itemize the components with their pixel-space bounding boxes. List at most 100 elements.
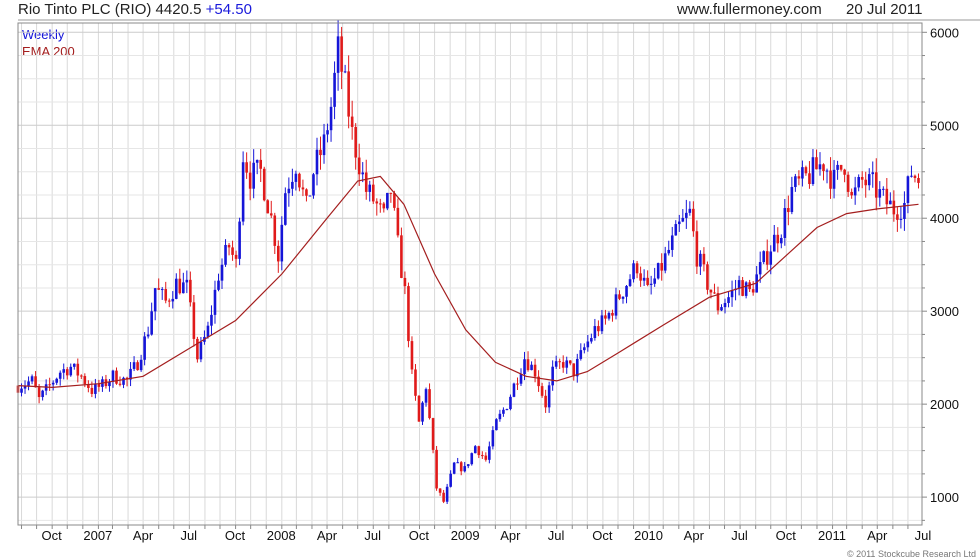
candle-body: [575, 358, 579, 377]
candle-body: [547, 385, 551, 408]
candle-body: [653, 278, 656, 284]
candle-body: [37, 387, 41, 398]
candle-body: [702, 253, 706, 265]
candle-body: [34, 376, 37, 388]
candle-body: [910, 175, 913, 177]
candle-body: [600, 315, 604, 332]
candle-body: [723, 302, 727, 308]
candle-body: [885, 188, 889, 205]
candle-body: [417, 395, 421, 422]
candle-body: [917, 178, 920, 183]
x-tick-label: Apr: [133, 528, 154, 543]
candle-body: [80, 375, 83, 377]
candle-body: [818, 164, 822, 170]
candle-body: [628, 279, 632, 286]
candle-body: [262, 168, 266, 201]
candle-body: [238, 221, 241, 259]
candle-body: [660, 263, 664, 271]
candle-body: [452, 462, 456, 474]
candle-body: [118, 383, 122, 385]
y-tick-label: 4000: [930, 211, 959, 226]
candle-body: [836, 164, 839, 170]
candle-body: [776, 234, 780, 244]
candle-body: [477, 446, 481, 456]
candle-body: [815, 157, 818, 170]
candle-body: [829, 170, 832, 189]
candle-body: [554, 361, 558, 367]
x-tick-label: 2010: [634, 528, 663, 543]
candle-body: [572, 363, 576, 377]
candle-body: [136, 362, 139, 371]
candle-body: [192, 302, 196, 339]
x-tick-label: Oct: [592, 528, 613, 543]
candle-body: [340, 36, 343, 72]
candle-body: [783, 208, 787, 238]
candle-body: [55, 378, 58, 383]
candle-body: [291, 181, 294, 189]
candle-body: [354, 126, 357, 158]
candle-body: [414, 369, 417, 396]
candle-body: [466, 464, 470, 467]
candle-body: [470, 453, 474, 465]
candle-body: [58, 372, 62, 379]
candle-body: [899, 218, 903, 220]
x-tick-label: Apr: [867, 528, 888, 543]
candle-body: [284, 193, 287, 225]
candle-body: [516, 383, 519, 385]
candle-body: [182, 282, 185, 294]
candle-body: [685, 212, 688, 218]
candle-body: [607, 312, 611, 319]
candle-body: [329, 106, 333, 131]
candle-body: [431, 418, 435, 450]
candle-body: [846, 174, 850, 192]
candle-body: [87, 384, 90, 388]
candle-body: [30, 376, 34, 382]
candle-body: [111, 370, 115, 382]
candle-body: [857, 177, 860, 188]
candle-body: [699, 253, 702, 267]
candle-body: [604, 315, 607, 319]
candle-body: [913, 175, 917, 179]
candle-body: [435, 449, 438, 489]
candle-body: [62, 369, 66, 373]
candle-body: [69, 366, 73, 376]
candle-body: [779, 237, 783, 244]
candle-body: [213, 289, 217, 315]
x-tick-label: 2007: [83, 528, 112, 543]
x-tick-label: 2009: [451, 528, 480, 543]
candle-body: [269, 213, 273, 216]
candle-body: [76, 363, 80, 376]
candle-body: [143, 336, 146, 360]
candle-body: [706, 264, 709, 290]
candle-body: [488, 446, 491, 460]
candle-body: [632, 263, 635, 280]
candle-body: [853, 187, 857, 196]
candle-body: [597, 326, 600, 332]
candle-body: [794, 176, 797, 188]
candle-body: [667, 249, 671, 254]
candle-body: [382, 203, 386, 209]
candle-body: [276, 245, 280, 262]
candle-body: [839, 164, 843, 170]
candle-body: [255, 159, 259, 163]
candle-body: [681, 217, 685, 222]
candle-body: [428, 389, 431, 419]
candle-body: [361, 172, 365, 175]
candle-body: [315, 149, 319, 175]
candle-body: [804, 167, 808, 174]
candle-body: [217, 280, 220, 290]
x-tick-label: Jul: [731, 528, 748, 543]
candle-body: [498, 413, 502, 420]
candle-body: [97, 383, 101, 387]
candle-body: [122, 377, 125, 385]
candle-body: [762, 251, 766, 263]
candle-body: [811, 157, 815, 185]
candle-body: [160, 289, 164, 291]
x-tick-label: Apr: [500, 528, 521, 543]
candle-body: [146, 334, 150, 337]
candle-body: [801, 167, 804, 179]
candle-body: [579, 350, 583, 359]
candle-body: [695, 231, 699, 267]
last-price: 4420.5: [155, 1, 202, 18]
candle-body: [396, 207, 400, 236]
